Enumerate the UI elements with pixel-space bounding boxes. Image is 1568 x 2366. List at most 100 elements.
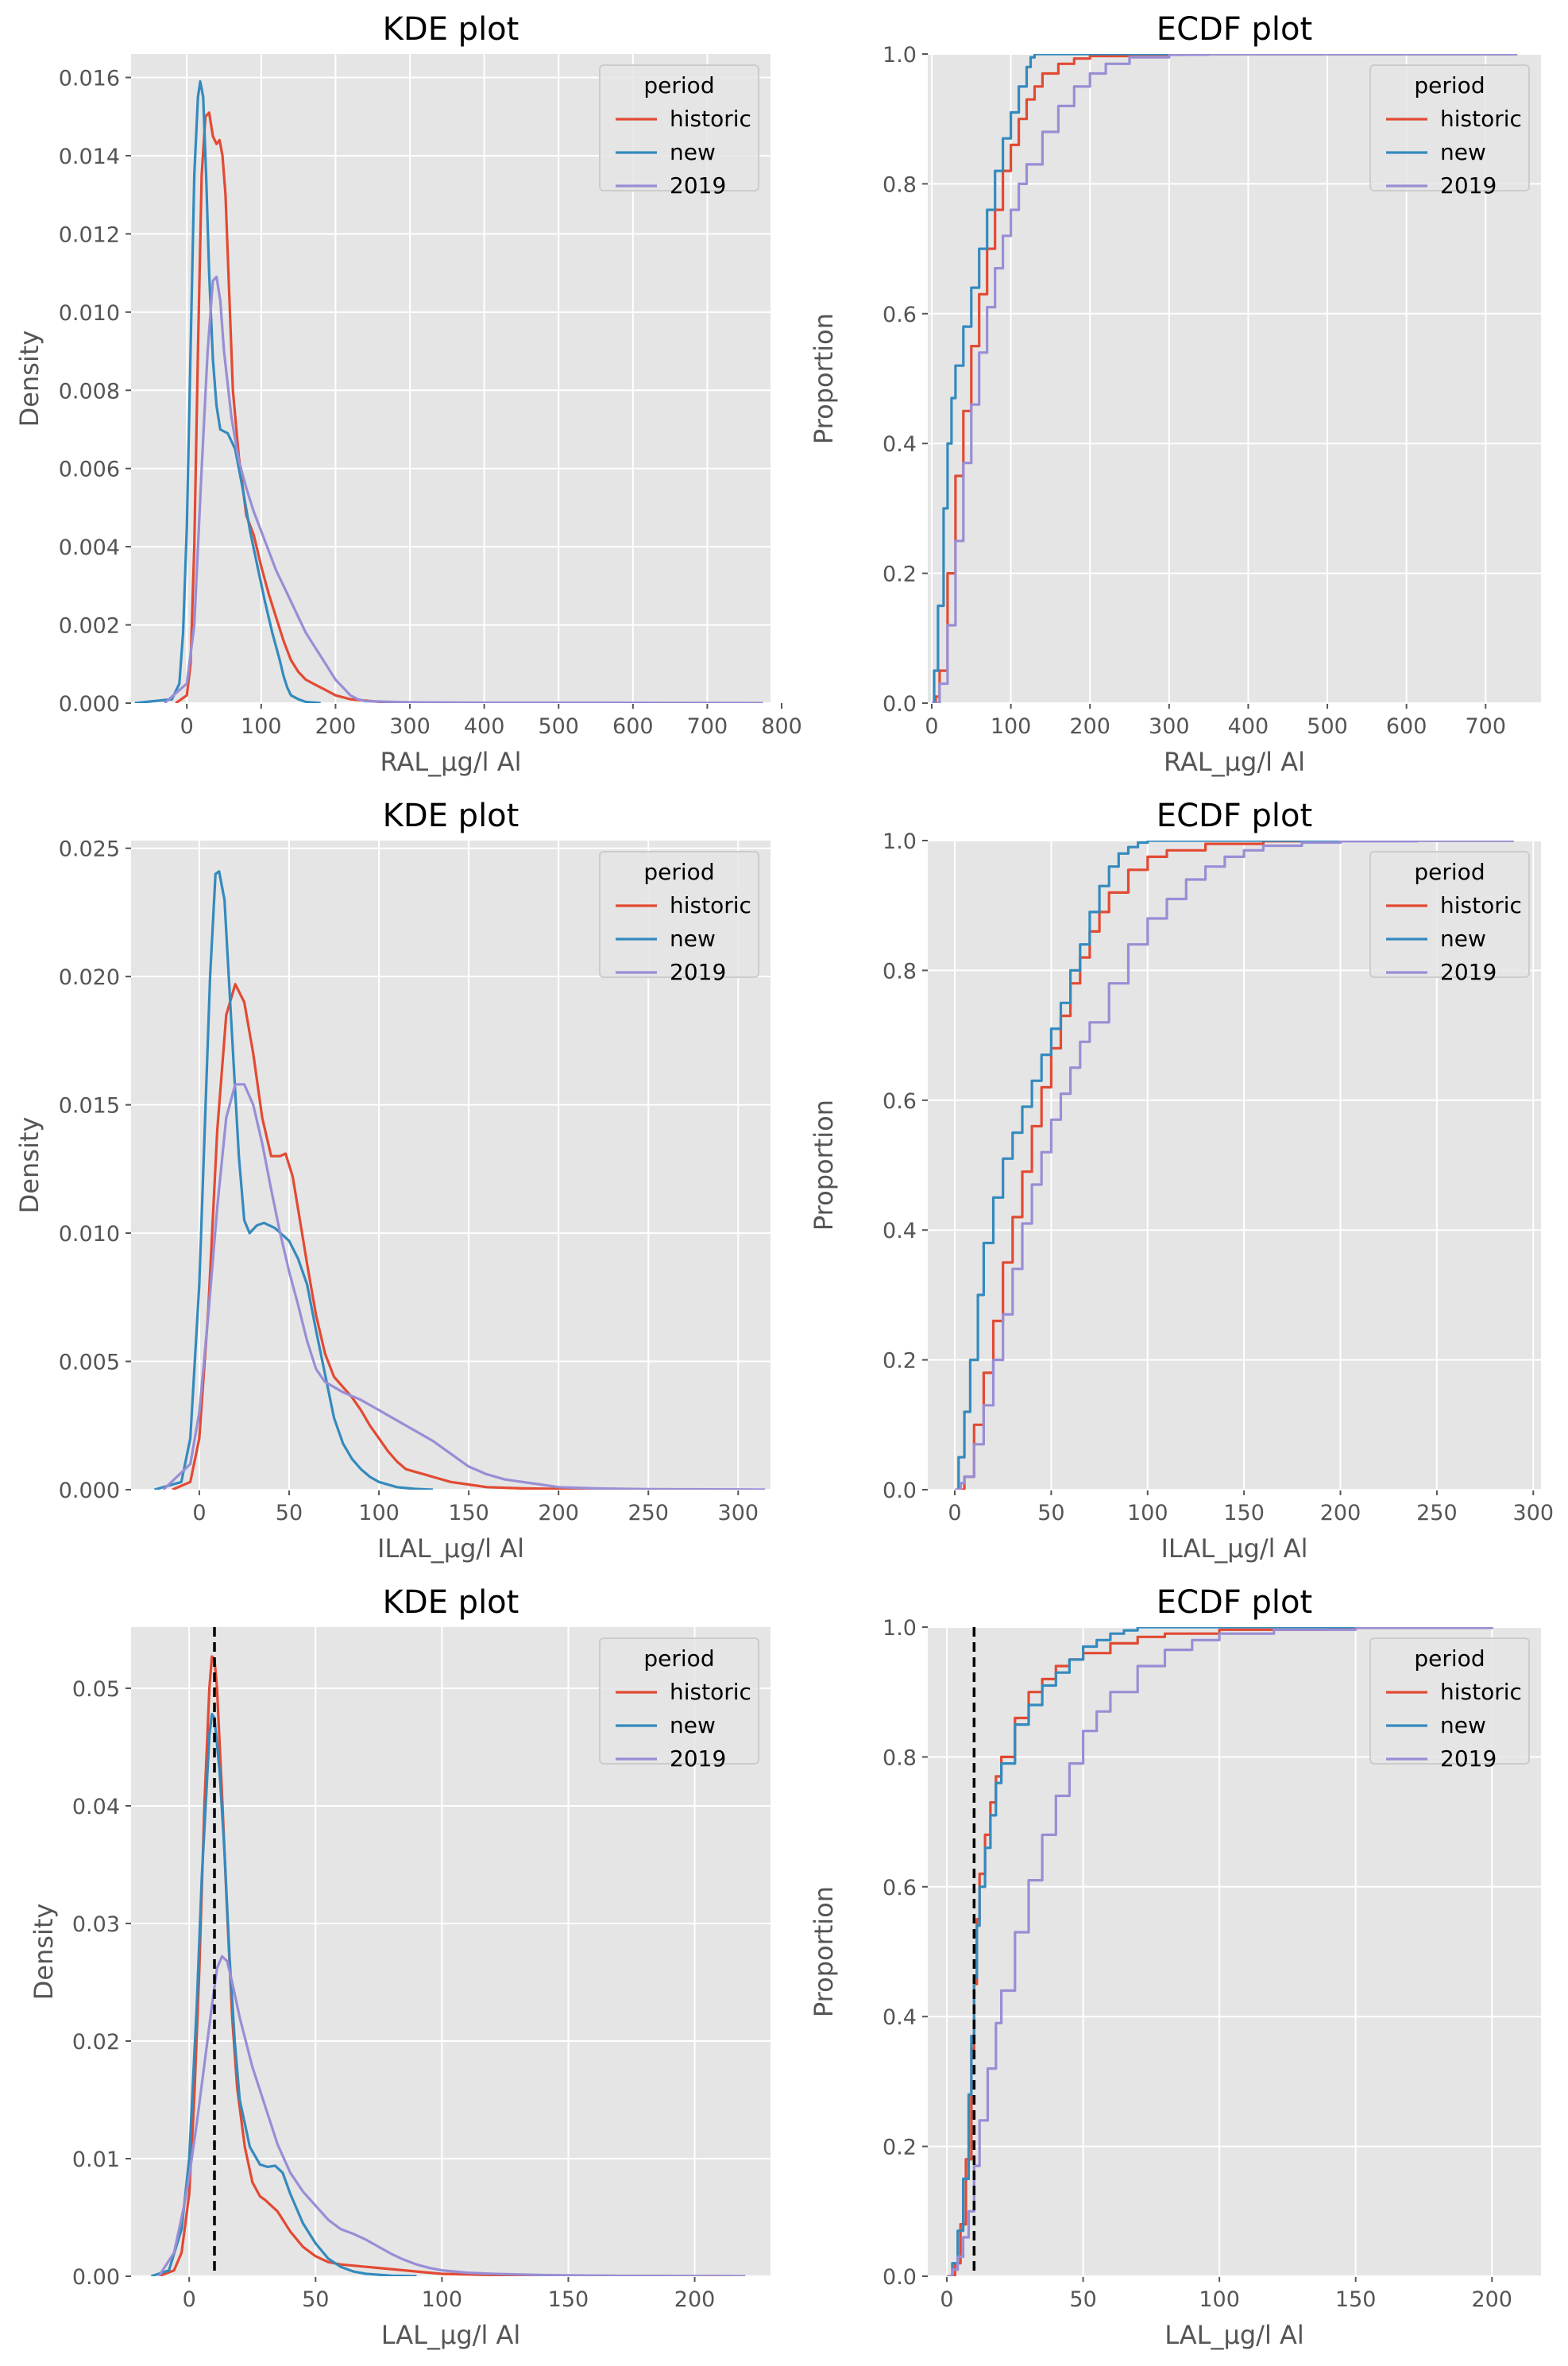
x-tick-label: 300 (389, 714, 431, 739)
y-tick-label: 1.0 (882, 829, 917, 854)
x-tick-label: 100 (991, 714, 1032, 739)
x-tick-label: 0 (925, 714, 938, 739)
y-tick-label: 0.010 (59, 1222, 120, 1247)
y-tick-label: 0.0 (882, 1479, 917, 1503)
x-tick-label: 500 (1307, 714, 1348, 739)
series-line-new (153, 870, 433, 1490)
x-tick-label: 300 (1149, 714, 1190, 739)
x-tick-label: 150 (1335, 2287, 1377, 2312)
x-axis-label: ILAL_µg/l Al (377, 1533, 524, 1564)
legend-label-historic: historic (670, 106, 751, 132)
legend-title: period (643, 72, 714, 99)
y-tick-label: 1.0 (882, 1616, 917, 1641)
panel-3: 0 50 100 150 200 250 300 0.000 0.005 0.010 0.015 0.… (14, 798, 770, 1564)
legend: period historic new 2019 (1369, 1637, 1530, 1772)
x-tick-label: 250 (628, 1501, 669, 1525)
legend-title: period (1414, 1645, 1485, 1672)
x-tick-label: 600 (612, 714, 654, 739)
x-tick-label: 600 (1386, 714, 1427, 739)
x-tick-label: 700 (687, 714, 728, 739)
series-line-new (932, 54, 1518, 703)
y-axis-label: Density (14, 331, 44, 427)
chart-title: KDE plot (383, 798, 519, 834)
y-tick-label: 0.03 (72, 1912, 120, 1937)
x-tick-label: 250 (1416, 1501, 1458, 1525)
legend-label-new: new (670, 1712, 716, 1738)
chart-title: ECDF plot (1157, 1584, 1312, 1621)
legend-box (599, 851, 759, 978)
legend-label-2019: 2019 (1440, 1746, 1497, 1772)
y-tick-label: 0.002 (59, 614, 120, 639)
panel-6: 0 50 100 150 200 0.0 0.2 0.4 0.6 0.8 1.0 ECDF plot L… (809, 1584, 1541, 2350)
legend-label-2019: 2019 (670, 959, 726, 985)
y-tick-label: 0.2 (882, 563, 917, 587)
x-tick-label: 200 (1320, 1501, 1361, 1525)
x-tick-label: 500 (538, 714, 579, 739)
series-line-historic (172, 983, 649, 1490)
series-line-2019 (955, 841, 1514, 1490)
y-tick-label: 0.004 (59, 535, 120, 560)
legend-label-new: new (670, 926, 716, 952)
legend-label-historic: historic (670, 892, 751, 918)
x-tick-label: 200 (1471, 2287, 1512, 2312)
x-tick-label: 400 (464, 714, 505, 739)
y-tick-label: 0.6 (882, 1089, 917, 1114)
panel-4: 0 50 100 150 200 250 300 0.0 0.2 0.4 0.6 0.8 1.0 ECDF… (809, 798, 1554, 1564)
legend: period historic new 2019 (1369, 851, 1530, 985)
chart-title: KDE plot (383, 1584, 519, 1621)
chart-title: ECDF plot (1157, 798, 1312, 834)
x-tick-label: 50 (302, 2287, 329, 2312)
x-tick-label: 100 (241, 714, 282, 739)
y-tick-label: 0.04 (72, 1795, 120, 1819)
y-axis-label: Proportion (809, 1886, 839, 2017)
series-line-2019 (932, 54, 1518, 703)
y-tick-label: 0.012 (59, 222, 120, 247)
y-tick-label: 0.4 (882, 2005, 917, 2030)
y-tick-label: 0.6 (882, 303, 917, 327)
legend-label-2019: 2019 (670, 1746, 726, 1772)
x-tick-label: 0 (180, 714, 194, 739)
y-tick-label: 0.0 (882, 2265, 917, 2290)
x-tick-label: 50 (1069, 2287, 1096, 2312)
y-tick-label: 0.020 (59, 965, 120, 990)
legend-label-new: new (1440, 926, 1486, 952)
y-tick-label: 0.005 (59, 1351, 120, 1375)
x-tick-label: 0 (192, 1501, 206, 1525)
y-tick-label: 1.0 (882, 43, 917, 68)
y-tick-label: 0.8 (882, 172, 917, 197)
series-line-new (949, 1627, 1493, 2276)
legend-title: period (1414, 859, 1485, 885)
series-line-new (956, 841, 1514, 1490)
panel-5: 0 50 100 150 200 0.00 0.01 0.02 0.03 0.04 0.05 KDE … (29, 1584, 770, 2350)
x-tick-label: 100 (1127, 1501, 1168, 1525)
legend-label-new: new (1440, 139, 1486, 165)
y-tick-label: 0.01 (72, 2148, 120, 2172)
y-axis-label: Density (29, 1904, 59, 2001)
x-tick-label: 400 (1228, 714, 1269, 739)
y-tick-label: 0.000 (59, 692, 120, 717)
x-tick-label: 200 (1069, 714, 1110, 739)
legend-label-2019: 2019 (670, 172, 726, 199)
y-tick-label: 0.6 (882, 1876, 917, 1900)
y-tick-label: 0.014 (59, 145, 120, 169)
x-tick-label: 100 (358, 1501, 400, 1525)
y-tick-label: 0.016 (59, 67, 120, 91)
y-axis-label: Density (14, 1117, 44, 1214)
y-tick-label: 0.00 (72, 2265, 120, 2290)
y-axis-label: Proportion (809, 1100, 839, 1231)
legend-title: period (643, 1645, 714, 1672)
x-axis-label: LAL_µg/l Al (1164, 2320, 1304, 2350)
x-tick-label: 100 (422, 2287, 463, 2312)
x-axis-label: LAL_µg/l Al (381, 2320, 521, 2350)
legend-label-new: new (670, 139, 716, 165)
legend: period historic new 2019 (1369, 64, 1530, 199)
x-tick-label: 50 (276, 1501, 303, 1525)
legend-box (1369, 1637, 1530, 1765)
y-tick-label: 0.2 (882, 2136, 917, 2160)
legend-label-historic: historic (1440, 1679, 1522, 1705)
series-line-new (134, 79, 321, 703)
legend: period historic new 2019 (599, 64, 759, 199)
legend-box (599, 1637, 759, 1765)
chart-title: KDE plot (383, 11, 519, 48)
y-tick-label: 0.010 (59, 301, 120, 326)
